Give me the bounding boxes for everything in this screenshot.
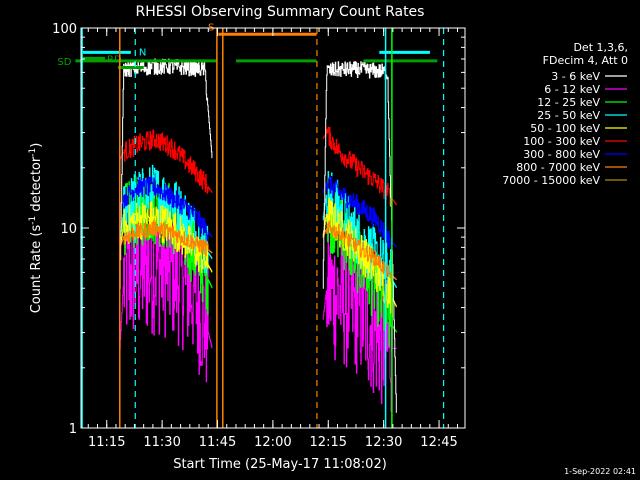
axes: 1 10 100 11:15 11:30 11:45 12:00 12:15 12:30 12:4… [52, 22, 465, 450]
y-tick-label: 10 [60, 222, 77, 237]
legend-label: 50 - 100 keV [530, 122, 600, 135]
y-axis-label-end: ) [29, 143, 44, 148]
flag-layer: NSRDSD [57, 22, 438, 69]
series-300-800-kev-segment-1 [119, 176, 213, 242]
series-3-6-kev-segment-2 [322, 61, 397, 413]
y-axis-label-mid: detector [29, 156, 44, 216]
x-tick-label: 12:30 [365, 435, 402, 450]
y-axis-label: Count Rate (s-1 detector-1) [28, 143, 44, 314]
legend-header-line-1: Det 1,3,6, [573, 41, 628, 54]
y-tick-label: 1 [69, 422, 77, 437]
legend-header-line-2: FDecim 4, Att 0 [543, 54, 628, 67]
x-tick-label: 11:45 [199, 435, 236, 450]
x-axis-label: Start Time (25-May-17 11:08:02) [173, 457, 387, 472]
chart-title: RHESSI Observing Summary Count Rates [136, 4, 425, 20]
legend-label: 800 - 7000 keV [516, 161, 600, 174]
legend-label: 25 - 50 keV [537, 109, 600, 122]
legend-label: 3 - 6 keV [551, 70, 600, 83]
y-axis-label-sup1: -1 [28, 216, 38, 225]
legend-label: 7000 - 15000 keV [502, 174, 600, 187]
flag-label-n: N [139, 47, 146, 58]
footer-timestamp: 1-Sep-2022 02:41 [564, 467, 636, 476]
x-tick-label: 11:30 [143, 435, 180, 450]
y-axis-label-main: Count Rate (s [29, 225, 44, 314]
legend-label: 6 - 12 keV [544, 83, 600, 96]
legend-label: 12 - 25 keV [537, 96, 600, 109]
flag-label-sd: SD [57, 57, 71, 68]
series-800-7000-kev-segment-2 [322, 220, 397, 282]
y-axis-label-sup2: -1 [28, 148, 38, 157]
legend-label: 100 - 300 keV [523, 135, 600, 148]
legend-label: 300 - 800 keV [523, 148, 600, 161]
x-tick-label: 12:15 [310, 435, 347, 450]
series-100-300-kev-segment-2 [322, 126, 397, 207]
x-tick-label: 12:45 [420, 435, 457, 450]
event-lines [81, 28, 445, 428]
x-tick-label: 12:00 [254, 435, 291, 450]
x-tick-label: 11:15 [88, 435, 125, 450]
y-tick-label: 100 [52, 22, 77, 37]
series-300-800-kev-segment-2 [322, 175, 397, 250]
